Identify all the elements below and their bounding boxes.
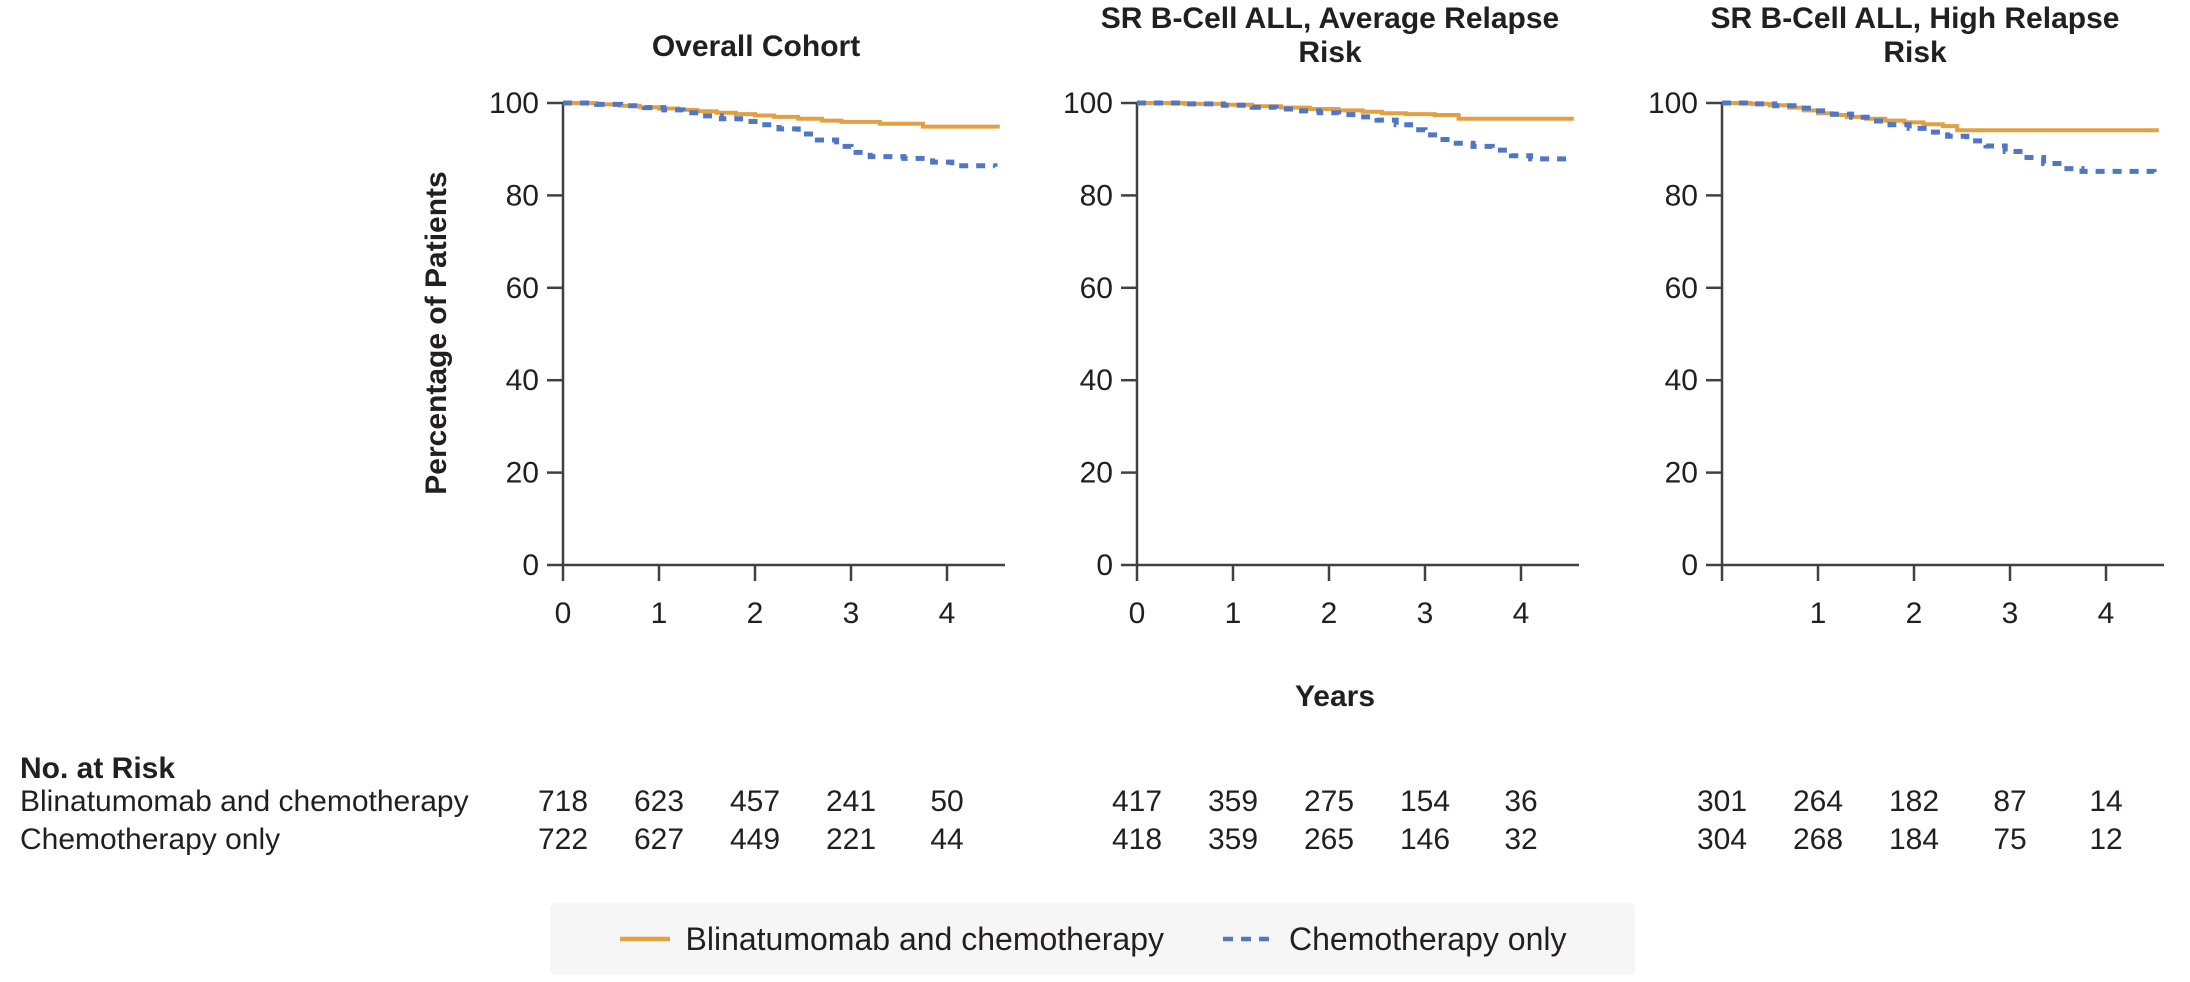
x-tick-label: 0 (555, 597, 572, 630)
solid-line-swatch-icon (619, 936, 670, 942)
legend-item-chemotherapy: Chemotherapy only (1222, 921, 1566, 958)
y-tick-label: 100 (1063, 87, 1113, 120)
risk-count: 449 (729, 823, 781, 856)
risk-count: 457 (729, 785, 781, 818)
y-tick-label: 20 (1665, 457, 1698, 490)
risk-count: 44 (930, 823, 964, 856)
legend: Blinatumomab and chemotherapy Chemothera… (550, 903, 1635, 975)
legend-label-chemotherapy: Chemotherapy only (1289, 920, 1567, 957)
risk-count: 264 (1792, 785, 1844, 818)
risk-count: 14 (2089, 785, 2123, 818)
y-tick-label: 40 (1665, 364, 1698, 397)
risk-count: 275 (1303, 785, 1355, 818)
legend-item-blinatumomab: Blinatumomab and chemotherapy (619, 920, 1165, 958)
panel-title-average-relapse-risk: SR B-Cell ALL, Average Relapse Risk (1100, 2, 1560, 69)
x-tick-label: 4 (939, 597, 956, 630)
risk-row-label-chemotherapy: Chemotherapy only (20, 823, 281, 856)
risk-count: 36 (1504, 785, 1538, 818)
risk-count: 718 (537, 785, 589, 818)
risk-count: 359 (1207, 823, 1259, 856)
x-tick-label: 1 (1225, 597, 1242, 630)
y-tick-label: 60 (506, 272, 539, 305)
series-line-blinatumomab (1722, 101, 2159, 133)
y-tick-label: 80 (1080, 179, 1113, 212)
risk-count: 75 (1993, 823, 2027, 856)
x-tick-label: 1 (1810, 597, 1827, 630)
risk-count: 304 (1696, 823, 1748, 856)
x-tick-label: 4 (1513, 597, 1530, 630)
x-tick-label: 0 (1129, 597, 1146, 630)
risk-count: 268 (1792, 823, 1844, 856)
x-axis-label: Years (1294, 680, 1376, 713)
risk-count: 418 (1111, 823, 1163, 856)
panel-title-high-relapse-risk: SR B-Cell ALL, High Relapse Risk (1710, 2, 2120, 69)
x-tick-label: 1 (651, 597, 668, 630)
y-tick-label: 0 (522, 549, 539, 582)
y-tick-label: 20 (1080, 457, 1113, 490)
y-tick-label: 60 (1080, 272, 1113, 305)
series-line-chemotherapy-only (563, 100, 998, 169)
y-tick-label: 80 (506, 179, 539, 212)
y-tick-label: 100 (1648, 87, 1698, 120)
y-tick-label: 60 (1665, 272, 1698, 305)
y-tick-label: 80 (1665, 179, 1698, 212)
risk-count: 154 (1399, 785, 1451, 818)
y-tick-label: 0 (1681, 549, 1698, 582)
risk-count: 301 (1696, 785, 1748, 818)
km-panel-2: 0 20 40 60 80 100 1 2 3 4 (1648, 87, 2164, 630)
x-tick-label: 3 (843, 597, 860, 630)
x-tick-label: 3 (2002, 597, 2019, 630)
y-tick-label: 40 (506, 364, 539, 397)
y-axis-label: Percentage of Patients (420, 171, 453, 495)
y-tick-label: 100 (489, 87, 539, 120)
y-tick-label: 20 (506, 457, 539, 490)
risk-row-label-blinatumomab: Blinatumomab and chemotherapy (20, 785, 469, 818)
dashed-line-swatch-icon (1223, 936, 1273, 942)
risk-count: 12 (2089, 823, 2123, 856)
km-panel-0: 0 20 40 60 80 100 0 1 2 3 4 (489, 87, 1005, 630)
risk-count: 265 (1303, 823, 1355, 856)
series-line-chemotherapy-only (1722, 100, 2157, 174)
x-tick-label: 3 (1417, 597, 1434, 630)
risk-count: 417 (1111, 785, 1163, 818)
x-tick-label: 4 (2098, 597, 2115, 630)
risk-count: 87 (1993, 785, 2027, 818)
legend-label-blinatumomab: Blinatumomab and chemotherapy (685, 920, 1165, 957)
km-panel-1: 0 20 40 60 80 100 0 1 2 3 4 (1063, 87, 1579, 630)
risk-count: 627 (633, 823, 685, 856)
panel-title-overall-cohort: Overall Cohort (651, 30, 861, 63)
risk-count: 182 (1888, 785, 1940, 818)
series-line-chemotherapy-only (1137, 100, 1572, 162)
risk-count: 50 (930, 785, 964, 818)
y-tick-label: 0 (1096, 549, 1113, 582)
risk-count: 623 (633, 785, 685, 818)
x-tick-label: 2 (1906, 597, 1923, 630)
x-tick-label: 2 (1321, 597, 1338, 630)
y-tick-label: 40 (1080, 364, 1113, 397)
risk-count: 32 (1504, 823, 1538, 856)
risk-count: 146 (1399, 823, 1451, 856)
risk-count: 241 (825, 785, 877, 818)
risk-count: 359 (1207, 785, 1259, 818)
risk-count: 722 (537, 823, 589, 856)
risk-count: 221 (825, 823, 877, 856)
no-at-risk-title: No. at Risk (20, 752, 176, 785)
risk-count: 184 (1888, 823, 1940, 856)
x-tick-label: 2 (747, 597, 764, 630)
series-line-blinatumomab (563, 101, 1000, 129)
